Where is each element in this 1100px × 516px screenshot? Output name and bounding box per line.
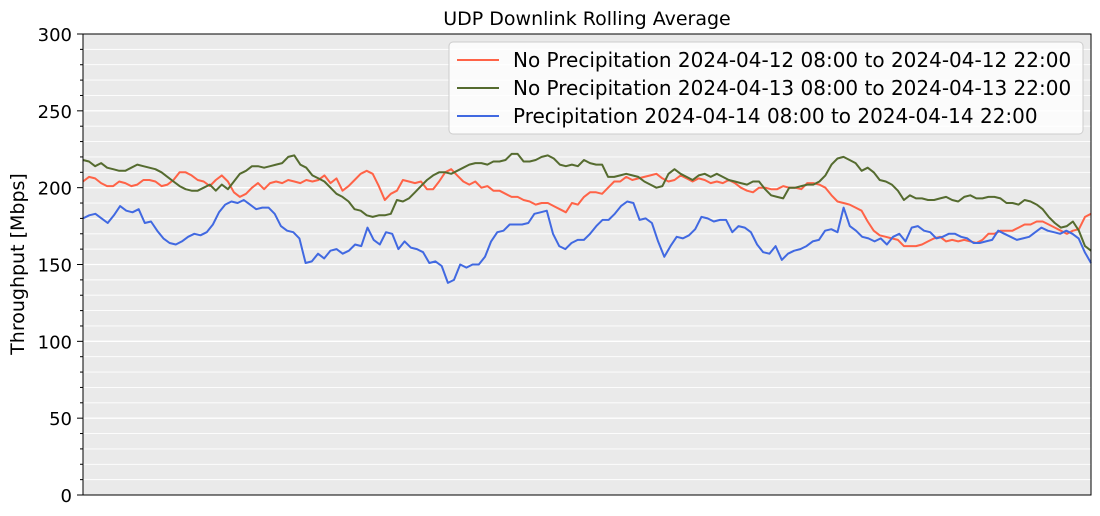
chart-title: UDP Downlink Rolling Average	[443, 8, 731, 30]
y-tick-label: 50	[49, 409, 72, 430]
series-line-3	[82, 199, 1092, 284]
series-line-1	[82, 168, 1092, 248]
y-tick-label: 0	[61, 486, 72, 507]
y-axis: 0 50 100 150 200 250 300	[38, 25, 83, 507]
y-tick-label: 300	[38, 25, 72, 46]
y-tick-label: 150	[38, 256, 72, 277]
y-tick-label: 100	[38, 332, 72, 353]
series-lines	[82, 152, 1092, 284]
legend-label: No Precipitation 2024-04-13 08:00 to 202…	[513, 76, 1071, 100]
legend-label: No Precipitation 2024-04-12 08:00 to 202…	[513, 48, 1071, 72]
legend-box	[448, 41, 1084, 135]
legend: No Precipitation 2024-04-12 08:00 to 202…	[448, 41, 1084, 135]
y-tick-label: 200	[38, 179, 72, 200]
y-tick-label: 250	[38, 102, 72, 123]
legend-label: Precipitation 2024-04-14 08:00 to 2024-0…	[513, 104, 1038, 128]
series-line-2	[82, 152, 1092, 252]
y-axis-label: Throughput [Mbps]	[7, 173, 29, 356]
